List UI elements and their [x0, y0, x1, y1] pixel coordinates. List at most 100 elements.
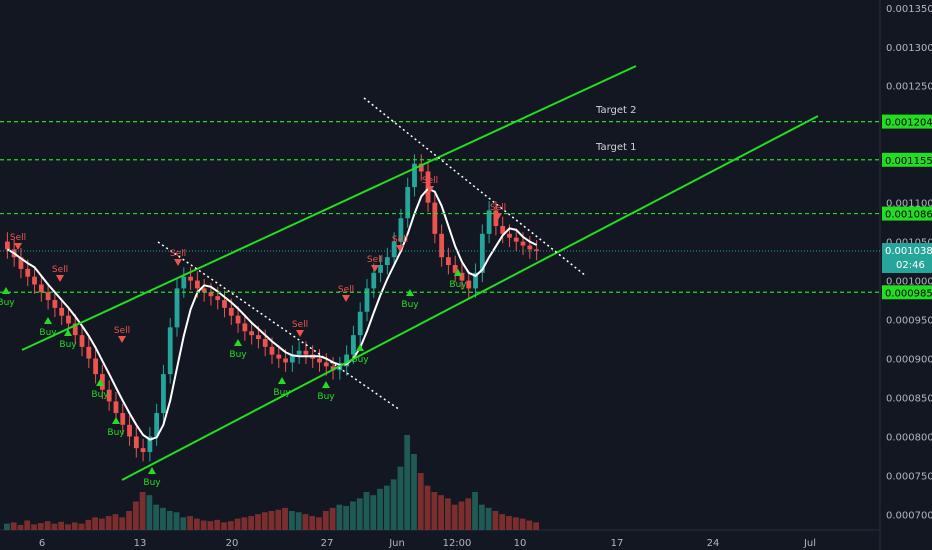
candle-body [439, 233, 445, 258]
volume-bar [458, 501, 465, 530]
price-tick-label: 0.000850 [886, 394, 932, 405]
candle-body [93, 358, 98, 375]
candle-body [479, 233, 485, 273]
target-2-label: Target 2 [595, 105, 636, 116]
volume-bar [533, 522, 539, 530]
volume-bar [4, 523, 10, 530]
candle-body [174, 288, 180, 328]
candle-body [154, 413, 160, 437]
buy-arrow [322, 381, 330, 388]
candle-body [493, 210, 499, 227]
volume-bar [295, 512, 302, 530]
volume-bar [350, 501, 356, 530]
volume-bar [288, 511, 295, 530]
volume-bar [24, 520, 31, 530]
buy-arrow [356, 344, 364, 351]
candle-body [99, 374, 105, 390]
sell-arrow [396, 245, 404, 252]
buy-arrow [234, 339, 242, 346]
buy-signal-label: Buy [143, 478, 161, 488]
moving-average-line [6, 187, 538, 441]
volume-bar [248, 516, 255, 530]
time-tick-label: 6 [39, 538, 45, 549]
sell-signal-label: Sell [490, 203, 506, 213]
volume-bar [512, 517, 519, 530]
buy-arrow [454, 269, 462, 276]
volume-bar [282, 507, 288, 530]
price-tick-label: 0.001000 [886, 277, 932, 288]
channel-lower-line[interactable] [121, 115, 819, 481]
candle-body [391, 241, 397, 258]
candle-body [296, 350, 302, 355]
volume-bar [153, 504, 160, 530]
candle-body [52, 300, 58, 308]
volume-bar [146, 495, 153, 530]
candle-body [262, 339, 268, 347]
target-1-label: Target 1 [595, 142, 636, 153]
price-tick-label: 0.001350 [886, 4, 932, 15]
volume-bar [234, 518, 241, 530]
candle-body [201, 288, 207, 293]
volume-bar [431, 492, 438, 530]
candle-body [384, 257, 390, 265]
candle-body [5, 241, 10, 250]
candle-body [527, 245, 533, 250]
candle-body [378, 265, 383, 273]
candle-body [86, 346, 92, 359]
trendline-2[interactable] [363, 97, 587, 277]
candle-body [194, 280, 200, 289]
volume-bar [227, 521, 234, 530]
sell-arrow [14, 243, 22, 250]
volume-bar [200, 520, 207, 530]
volume-bar [417, 473, 424, 530]
buy-arrow [96, 379, 104, 386]
volume-bar [58, 521, 65, 530]
candle-body [45, 292, 51, 301]
volume-bar [316, 517, 322, 530]
volume-bar [139, 492, 146, 530]
sell-signal-label: Sell [170, 249, 186, 259]
volume-bar [241, 517, 248, 530]
volume-bar [51, 523, 58, 530]
volume-bar [92, 517, 98, 530]
channel-upper-line[interactable] [21, 65, 637, 351]
candle-body [242, 323, 248, 332]
sell-arrow [494, 213, 502, 220]
volume-bar [499, 514, 506, 530]
candle-body [500, 226, 506, 234]
candle-body [208, 292, 214, 297]
volume-bar [37, 523, 44, 530]
volume-bar [261, 512, 268, 530]
candle-body [133, 436, 139, 449]
last-price-label: 0.001038 [885, 246, 932, 257]
candle-body [59, 307, 65, 316]
candle-body [38, 284, 44, 293]
buy-signal-label: Buy [59, 340, 77, 350]
candle-body [473, 272, 478, 289]
volume-bar [268, 511, 275, 530]
candle-body [432, 202, 438, 234]
volume-bar [343, 505, 350, 530]
trendline-1[interactable] [157, 241, 401, 411]
candle-body [418, 163, 424, 172]
candle-body [513, 237, 519, 242]
buy-signal-label: Buy [401, 300, 419, 310]
candle-body [276, 354, 282, 359]
candle-body [215, 296, 221, 301]
candle-body [113, 401, 119, 414]
candle-body [147, 436, 153, 453]
volume-bar [329, 507, 336, 530]
candle-body [140, 448, 146, 453]
price-tick-label: 0.000800 [886, 432, 932, 443]
price-tick-label: 0.000700 [886, 510, 932, 521]
sell-arrow [296, 330, 304, 337]
volume-bar [363, 492, 370, 530]
volume-bar [105, 516, 112, 530]
volume-bar [255, 514, 261, 530]
volume-bar [370, 495, 377, 530]
candle-body [32, 276, 37, 285]
sell-arrow [56, 275, 64, 282]
volume-bar [85, 519, 92, 530]
